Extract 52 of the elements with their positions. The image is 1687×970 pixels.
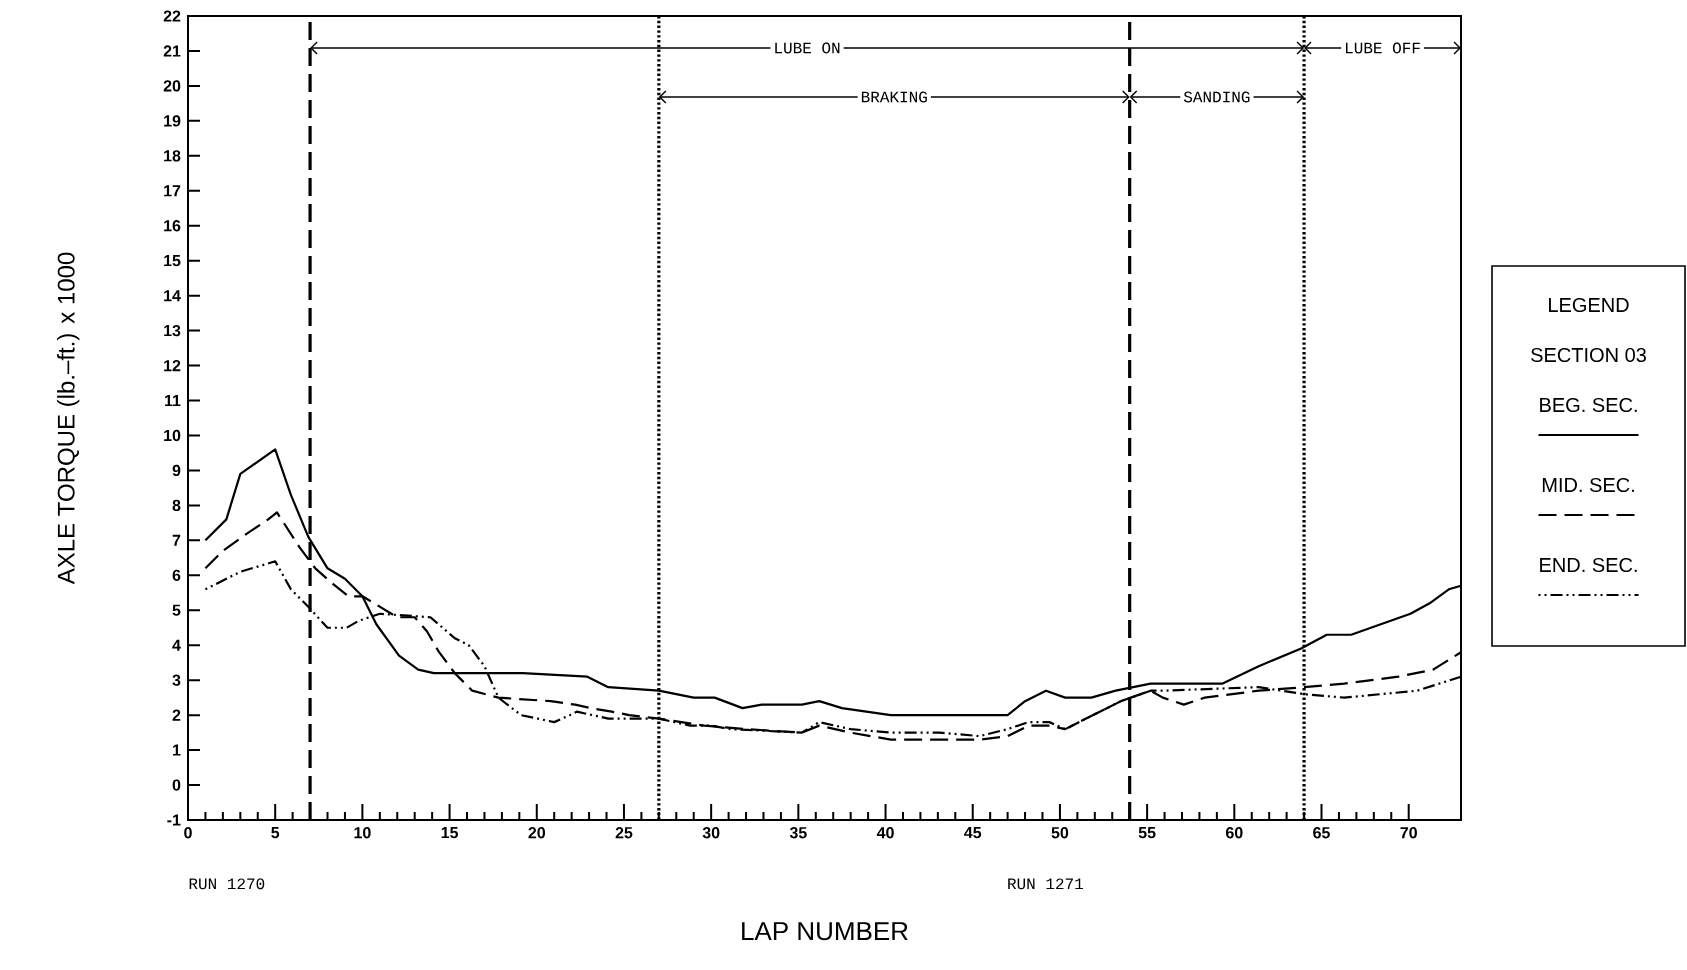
x-tick-label: 0	[184, 827, 192, 839]
y-tick-label: 13	[164, 324, 181, 337]
y-tick-label: 19	[164, 115, 181, 127]
y-axis-title: AXLE TORQUE (lb.–ft.) x 1000	[57, 252, 80, 585]
legend-title: LEGEND	[1549, 297, 1629, 313]
x-tick-label: 65	[1313, 827, 1330, 839]
annotation: LUBE ON	[775, 42, 840, 54]
x-tick-label: 50	[1051, 827, 1069, 839]
y-tick-label: 22	[163, 10, 181, 22]
y-tick-label: 10	[164, 429, 181, 442]
y-tick-label: 17	[164, 185, 181, 197]
y-tick-label: 2	[172, 709, 181, 721]
y-tick-label: 8	[172, 499, 181, 512]
x-axis-title: LAP NUMBER	[742, 922, 908, 941]
y-tick-label: 16	[164, 220, 181, 232]
y-tick-label: 15	[164, 255, 181, 267]
x-tick-label: 70	[1400, 827, 1417, 839]
x-tick-label: 40	[876, 827, 894, 839]
x-tick-label: 35	[789, 827, 807, 839]
x-tick-label: 30	[702, 827, 720, 839]
text: END. SEC.	[1540, 557, 1637, 573]
y-tick-label: 18	[164, 150, 181, 162]
y-tick-label: -1	[167, 814, 181, 826]
text: BEG. SEC.	[1540, 397, 1637, 413]
y-tick-label: 11	[165, 395, 181, 407]
annotation: SANDING	[1183, 91, 1250, 103]
y-tick-label: 1	[173, 744, 181, 756]
text: RUN 1270	[189, 878, 265, 890]
y-tick-label: 6	[172, 569, 181, 581]
annotation: BRAKING	[861, 91, 927, 103]
y-tick-label: 12	[164, 359, 181, 372]
x-tick-label: 20	[528, 827, 546, 839]
x-tick-label: 25	[615, 827, 633, 839]
y-tick-label: 14	[164, 290, 181, 302]
x-tick-label: 10	[354, 827, 371, 839]
y-tick-label: 7	[172, 534, 181, 546]
x-tick-label: 5	[271, 827, 280, 839]
text: SECTION 03	[1531, 347, 1646, 363]
y-tick-label: 0	[172, 779, 181, 791]
x-tick-label: 45	[964, 827, 982, 839]
y-tick-label: 9	[172, 464, 181, 477]
y-tick-label: 21	[163, 45, 181, 57]
x-tick-label: 55	[1138, 827, 1156, 839]
annotation: LUBE OFF	[1345, 42, 1420, 54]
y-tick-label: 3	[172, 674, 181, 686]
text: RUN 1271	[1008, 878, 1083, 890]
y-tick-label: 20	[163, 80, 181, 92]
x-tick-label: 15	[441, 827, 459, 839]
x-tick-label: 60	[1226, 827, 1243, 839]
y-tick-label: 5	[172, 604, 181, 616]
text: MID. SEC.	[1542, 477, 1634, 493]
y-tick-label: 4	[172, 639, 181, 651]
